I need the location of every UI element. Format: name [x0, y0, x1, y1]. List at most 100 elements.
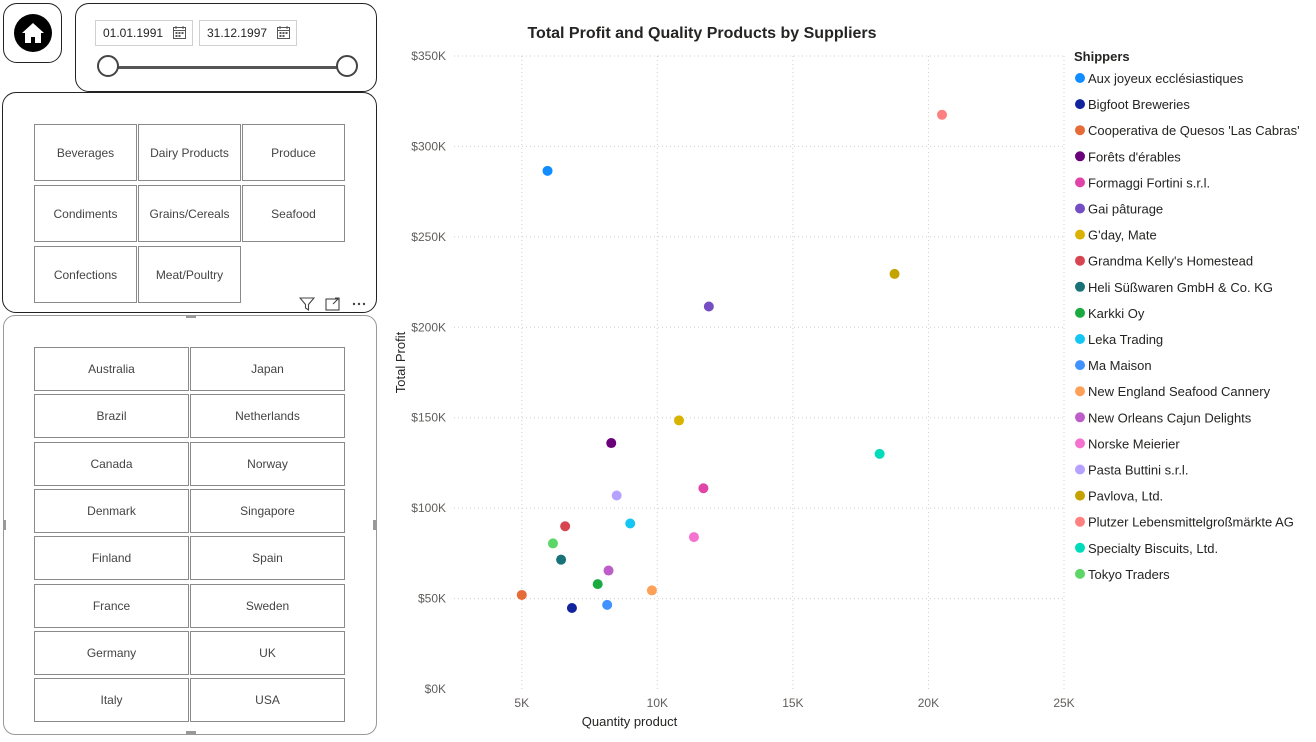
legend-marker[interactable] — [1075, 490, 1085, 501]
legend-item-label[interactable]: Aux joyeux ecclésiastiques — [1088, 71, 1244, 86]
start-date-handle[interactable] — [97, 55, 119, 77]
legend-marker[interactable] — [1075, 516, 1085, 527]
resize-handle[interactable] — [373, 520, 376, 530]
category-tile-condiments[interactable]: Condiments — [34, 185, 137, 242]
end-date-handle[interactable] — [336, 55, 358, 77]
legend-item-label[interactable]: New England Seafood Cannery — [1088, 384, 1271, 399]
country-tile-finland[interactable]: Finland — [34, 536, 189, 581]
category-tile-seafood[interactable]: Seafood — [242, 185, 345, 242]
legend-marker[interactable] — [1075, 151, 1085, 162]
country-tile-italy[interactable]: Italy — [34, 678, 189, 723]
filter-icon[interactable] — [298, 296, 316, 312]
legend-marker[interactable] — [1075, 568, 1085, 579]
data-point-forets-d-erables[interactable] — [606, 438, 617, 449]
country-tile-brazil[interactable]: Brazil — [34, 394, 189, 439]
legend-item-label[interactable]: Cooperativa de Quesos 'Las Cabras' — [1088, 123, 1300, 138]
focus-mode-icon[interactable] — [324, 296, 342, 312]
legend-item-label[interactable]: Heli Süßwaren GmbH & Co. KG — [1088, 280, 1273, 295]
legend-marker[interactable] — [1075, 125, 1085, 136]
legend-marker[interactable] — [1075, 307, 1085, 318]
more-options-icon[interactable] — [350, 296, 368, 312]
date-slider-track[interactable] — [110, 66, 350, 69]
legend-marker[interactable] — [1075, 334, 1085, 344]
legend-item-label[interactable]: Bigfoot Breweries — [1088, 97, 1190, 112]
resize-handle[interactable] — [186, 315, 196, 318]
category-tile-meat-poultry[interactable]: Meat/Poultry — [138, 246, 241, 303]
legend-marker[interactable] — [1075, 542, 1085, 553]
resize-handle[interactable] — [186, 731, 196, 734]
legend-marker[interactable] — [1075, 386, 1085, 397]
legend-marker[interactable] — [1075, 412, 1085, 423]
data-point-tokyo-traders[interactable] — [547, 538, 558, 549]
legend-marker[interactable] — [1075, 464, 1085, 475]
legend-item-label[interactable]: Ma Maison — [1088, 358, 1152, 373]
legend-item-label[interactable]: Tokyo Traders — [1088, 567, 1170, 582]
data-point-grandma-kelly-s-homestead[interactable] — [560, 521, 571, 532]
country-tile-spain[interactable]: Spain — [190, 536, 345, 581]
category-tile-grains-cereals[interactable]: Grains/Cereals — [138, 185, 241, 242]
country-tile-france[interactable]: France — [34, 583, 189, 628]
data-point-plutzer-lebensmittelgro-markte-ag[interactable] — [937, 109, 947, 120]
category-tile-confections[interactable]: Confections — [34, 246, 137, 303]
category-tile-dairy-products[interactable]: Dairy Products — [138, 124, 241, 181]
legend-marker[interactable] — [1075, 99, 1085, 110]
legend-item-label[interactable]: Pasta Buttini s.r.l. — [1088, 463, 1188, 478]
calendar-icon[interactable] — [277, 26, 290, 39]
data-point-norske-meierier[interactable] — [688, 532, 699, 543]
data-point-formaggi-fortini-s-r-l[interactable] — [698, 483, 709, 494]
data-point-new-england-seafood-cannery[interactable] — [646, 585, 657, 596]
country-tile-japan[interactable]: Japan — [190, 347, 345, 391]
legend-marker[interactable] — [1075, 281, 1085, 292]
country-tile-denmark[interactable]: Denmark — [34, 488, 189, 533]
end-date-input[interactable]: 31.12.1997 — [199, 20, 297, 46]
data-point-specialty-biscuits-ltd[interactable] — [874, 448, 885, 459]
legend-item-label[interactable]: Gai pâturage — [1088, 202, 1163, 217]
country-tile-canada[interactable]: Canada — [34, 441, 189, 486]
country-tile-singapore[interactable]: Singapore — [190, 488, 345, 533]
country-tile-netherlands[interactable]: Netherlands — [190, 394, 345, 439]
data-point-heli-su-waren-gmbh-co-kg[interactable] — [556, 554, 567, 565]
legend-marker[interactable] — [1075, 255, 1085, 266]
data-point-gai-paturage[interactable] — [703, 301, 714, 312]
legend-item-label[interactable]: Pavlova, Ltd. — [1088, 489, 1163, 504]
data-point-new-orleans-cajun-delights[interactable] — [603, 565, 614, 576]
legend-marker[interactable] — [1075, 229, 1085, 240]
data-point-cooperativa-de-quesos-las-cabras[interactable] — [516, 589, 527, 600]
data-point-g-day-mate[interactable] — [674, 415, 685, 426]
legend-marker[interactable] — [1075, 438, 1085, 449]
resize-handle[interactable] — [3, 520, 6, 530]
home-button[interactable] — [14, 14, 52, 52]
data-point-ma-maison[interactable] — [602, 599, 613, 610]
start-date-input[interactable]: 01.01.1991 — [95, 20, 193, 46]
country-tile-uk[interactable]: UK — [190, 630, 345, 675]
country-tile-australia[interactable]: Australia — [34, 347, 189, 391]
legend-marker[interactable] — [1075, 73, 1085, 83]
country-tile-germany[interactable]: Germany — [34, 630, 189, 675]
data-point-leka-trading[interactable] — [625, 518, 636, 529]
data-point-bigfoot-breweries[interactable] — [566, 602, 577, 613]
legend-item-label[interactable]: G'day, Mate — [1088, 228, 1157, 243]
data-point-karkki-oy[interactable] — [592, 579, 603, 590]
legend-item-label[interactable]: Formaggi Fortini s.r.l. — [1088, 175, 1210, 190]
legend-item-label[interactable]: Specialty Biscuits, Ltd. — [1088, 541, 1218, 556]
legend-marker[interactable] — [1075, 177, 1085, 188]
legend-item-label[interactable]: Plutzer Lebensmittelgroßmärkte AG — [1088, 515, 1294, 530]
x-tick-label: 10K — [647, 696, 668, 710]
legend-item-label[interactable]: Leka Trading — [1088, 332, 1163, 347]
calendar-icon[interactable] — [173, 26, 186, 39]
legend-item-label[interactable]: Forêts d'érables — [1088, 149, 1181, 164]
legend-item-label[interactable]: Grandma Kelly's Homestead — [1088, 254, 1253, 269]
legend-marker[interactable] — [1075, 360, 1085, 371]
legend-item-label[interactable]: Karkki Oy — [1088, 306, 1145, 321]
country-tile-sweden[interactable]: Sweden — [190, 583, 345, 628]
data-point-aux-joyeux-ecclesiastiques[interactable] — [542, 165, 553, 176]
data-point-pasta-buttini-s-r-l[interactable] — [611, 490, 622, 501]
category-tile-produce[interactable]: Produce — [242, 124, 345, 181]
legend-item-label[interactable]: New Orleans Cajun Delights — [1088, 410, 1252, 425]
country-tile-usa[interactable]: USA — [190, 678, 345, 723]
legend-item-label[interactable]: Norske Meierier — [1088, 436, 1180, 451]
country-tile-norway[interactable]: Norway — [190, 441, 345, 486]
data-point-pavlova-ltd[interactable] — [889, 268, 900, 279]
category-tile-beverages[interactable]: Beverages — [34, 124, 137, 181]
legend-marker[interactable] — [1075, 203, 1085, 214]
